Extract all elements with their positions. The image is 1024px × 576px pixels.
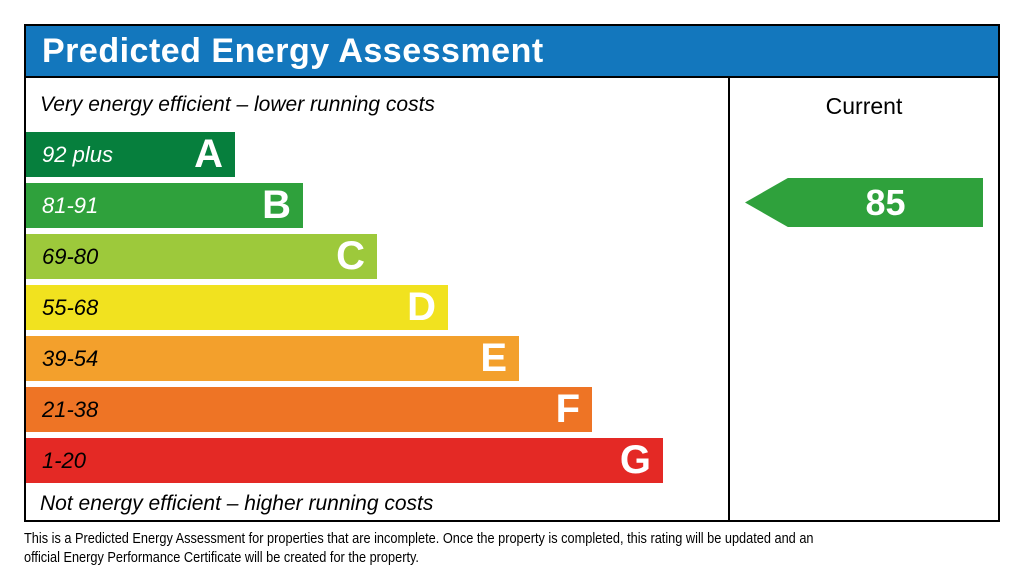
band-letter: E: [480, 336, 507, 380]
band-range-label: 81-91: [42, 192, 99, 218]
rating-bands: 92 plus A 81-91 B 69-80 C 55-68 D 39-54: [26, 132, 728, 483]
band-c: 69-80 C: [26, 234, 377, 279]
band-letter: C: [336, 234, 365, 278]
band-f: 21-38 F: [26, 387, 592, 432]
page-title: Predicted Energy Assessment: [42, 31, 544, 70]
band-a: 92 plus A: [26, 132, 235, 177]
band-letter: G: [619, 438, 651, 482]
band-range-label: 39-54: [42, 345, 99, 371]
band-range-label: 55-68: [42, 294, 99, 320]
current-rating-value: 85: [865, 181, 906, 223]
band-letter: B: [262, 183, 291, 227]
band-range-label: 69-80: [42, 243, 99, 269]
epc-chart: Predicted Energy Assessment Very energy …: [24, 24, 1000, 522]
current-column: Current 85: [730, 78, 998, 520]
footer-line-2: official Energy Performance Certificate …: [24, 549, 419, 566]
band-range-label: 21-38: [42, 396, 99, 422]
current-rating-arrow: 85: [745, 178, 983, 227]
footer-line-1: This is a Predicted Energy Assessment fo…: [24, 530, 814, 547]
band-e: 39-54 E: [26, 336, 519, 381]
band-b: 81-91 B: [26, 183, 303, 228]
band-range-label: 1-20: [42, 447, 87, 473]
band-d: 55-68 D: [26, 285, 448, 330]
band-letter: A: [194, 132, 223, 176]
footer-disclaimer: This is a Predicted Energy Assessment fo…: [24, 529, 959, 567]
chart-content: Very energy efficient – lower running co…: [26, 78, 998, 520]
top-caption: Very energy efficient – lower running co…: [40, 93, 435, 116]
chart-title-bar: Predicted Energy Assessment: [26, 26, 998, 78]
band-letter: D: [407, 285, 436, 329]
band-range-label: 92 plus: [42, 141, 113, 167]
current-column-header: Current: [825, 93, 903, 119]
bottom-caption: Not energy efficient – higher running co…: [40, 492, 434, 515]
band-letter: F: [555, 387, 580, 431]
band-g: 1-20 G: [26, 438, 663, 483]
rating-scale-panel: Very energy efficient – lower running co…: [26, 78, 730, 520]
